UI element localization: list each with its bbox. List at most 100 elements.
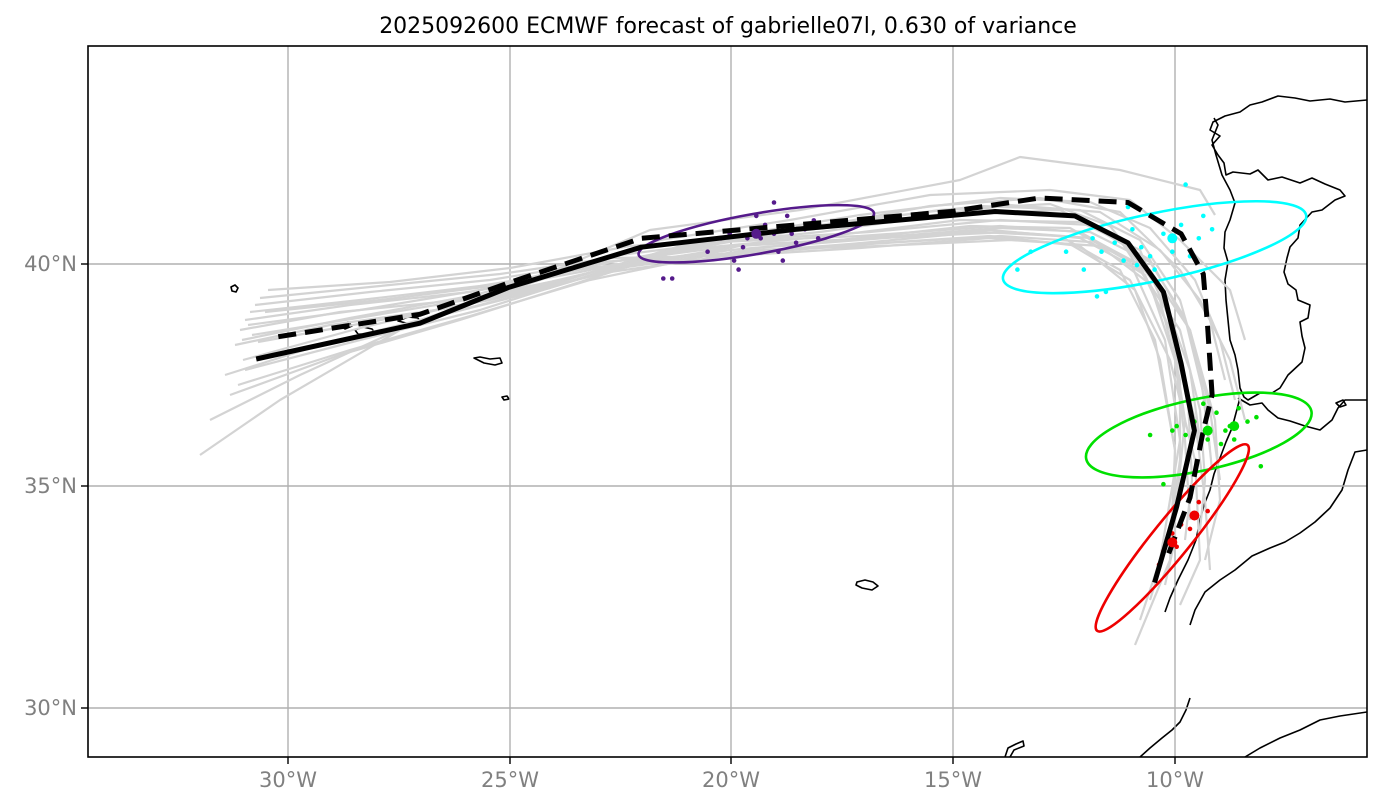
y-tick-label: 35°N (24, 474, 77, 498)
ensemble-track (244, 196, 1237, 401)
member-position-dot (1099, 249, 1104, 254)
member-position-dot (776, 249, 781, 254)
member-position-dot (1134, 262, 1140, 268)
member-position-dot (815, 236, 821, 241)
ellipse-center-dot (1167, 233, 1178, 244)
africa-east-landmass-edge (1189, 449, 1367, 626)
ocean-background (88, 46, 1367, 757)
y-tick-label: 30°N (24, 696, 77, 720)
member-position-dot (1254, 414, 1259, 420)
tick-marks (81, 263, 1176, 764)
member-position-dot (1090, 236, 1095, 241)
africa-south-coastline (1139, 697, 1191, 757)
member-position-dot (780, 258, 786, 263)
uncertainty-ellipses (637, 199, 1313, 633)
dashed-track-line (277, 195, 1215, 557)
map-title: 2025092600 ECMWF forecast of gabrielle07… (379, 14, 1077, 39)
member-position-dot (1170, 428, 1175, 433)
member-position-dot (1161, 231, 1166, 237)
azores-central-island-4 (1335, 399, 1347, 408)
azores-santa-maria-island (501, 395, 510, 401)
member-position-dot (1147, 253, 1153, 259)
member-position-dot (754, 213, 759, 219)
x-axis-labels: 30°W 25°W 20°W 15°W 10°W (259, 768, 1204, 792)
member-position-dot (1103, 289, 1109, 295)
ellipse-center-points (751, 228, 1240, 548)
member-position-dot (1183, 432, 1188, 438)
coastlines (230, 95, 1367, 757)
plot-frame (87, 45, 1368, 758)
sahara-coastline (1244, 711, 1367, 757)
madeira-island (855, 579, 879, 591)
azores-sao-miguel-island (473, 356, 503, 366)
y-tick-label: 40°N (24, 252, 77, 276)
member-position-dot (1121, 258, 1126, 263)
ensemble-track (259, 238, 1192, 521)
member-position-dot (740, 244, 746, 250)
uncertainty-ellipse (637, 203, 876, 264)
member-position-dot (1196, 499, 1202, 505)
member-position-dot (1205, 437, 1210, 442)
member-position-dot (1236, 405, 1241, 411)
uncertainty-ellipse (1001, 199, 1308, 295)
member-position-dot (1161, 481, 1166, 487)
member-position-dot (1205, 508, 1210, 514)
ensemble-track (247, 230, 1222, 481)
member-position-dot (1218, 441, 1224, 447)
member-position-dot (731, 258, 737, 263)
ellipse-center-dot (1189, 510, 1200, 521)
morocco-atlantic-coastline (1164, 397, 1241, 613)
member-position-dot (1245, 419, 1250, 424)
ellipse-center-dot (1202, 425, 1213, 436)
uncertainty-ellipse (1094, 442, 1251, 633)
member-position-dot (1231, 437, 1237, 442)
member-position-dot (661, 276, 666, 281)
solid-track-line (255, 209, 1197, 584)
member-position-dot (1147, 432, 1153, 438)
member-position-dot (1063, 249, 1069, 254)
member-position-dot (1258, 464, 1264, 469)
x-tick-label: 15°W (924, 768, 982, 792)
member-position-dot (1081, 267, 1087, 272)
member-position-dot (771, 200, 777, 205)
member-position-dot (1028, 249, 1033, 254)
ensemble-track (229, 204, 1212, 451)
map-plot-area (88, 46, 1367, 757)
iberia-coastline (1209, 95, 1367, 401)
member-position-dot (1214, 410, 1219, 416)
member-position-dot (1178, 222, 1184, 228)
x-tick-label: 30°W (259, 768, 317, 792)
member-position-dot (1196, 236, 1202, 241)
member-position-dot (1209, 227, 1215, 232)
ellipse-center-dot (1167, 537, 1178, 548)
gridlines (88, 46, 1367, 757)
ensemble-track (249, 224, 1182, 621)
y-axis-labels: 40°N 35°N 30°N (24, 252, 77, 720)
member-position-dot (1130, 227, 1135, 232)
member-position-dot (705, 249, 710, 254)
member-position-dot (1187, 526, 1193, 532)
member-position-dot (669, 276, 675, 281)
member-position-dot (736, 267, 741, 272)
x-tick-label: 25°W (481, 768, 539, 792)
member-position-dot (789, 231, 794, 237)
member-position-dot (1112, 240, 1117, 246)
azores-flores-island (230, 284, 239, 293)
member-position-dot (784, 213, 790, 219)
member-position-dot (793, 240, 799, 246)
member-position-dot (1201, 213, 1206, 219)
ensemble-track (199, 155, 1216, 456)
member-position-dot (1201, 401, 1206, 407)
ensemble-track (251, 226, 1214, 471)
member-positions (661, 182, 1264, 567)
member-position-dot (1183, 182, 1188, 187)
member-position-dot (1015, 267, 1020, 272)
uncertainty-ellipse (1084, 391, 1313, 479)
ellipse-center-dot (1229, 421, 1240, 432)
x-tick-label: 20°W (702, 768, 760, 792)
member-position-dot (1223, 428, 1228, 433)
canary-island (1004, 740, 1025, 757)
member-position-dot (1152, 267, 1157, 272)
member-position-dot (1174, 423, 1179, 429)
